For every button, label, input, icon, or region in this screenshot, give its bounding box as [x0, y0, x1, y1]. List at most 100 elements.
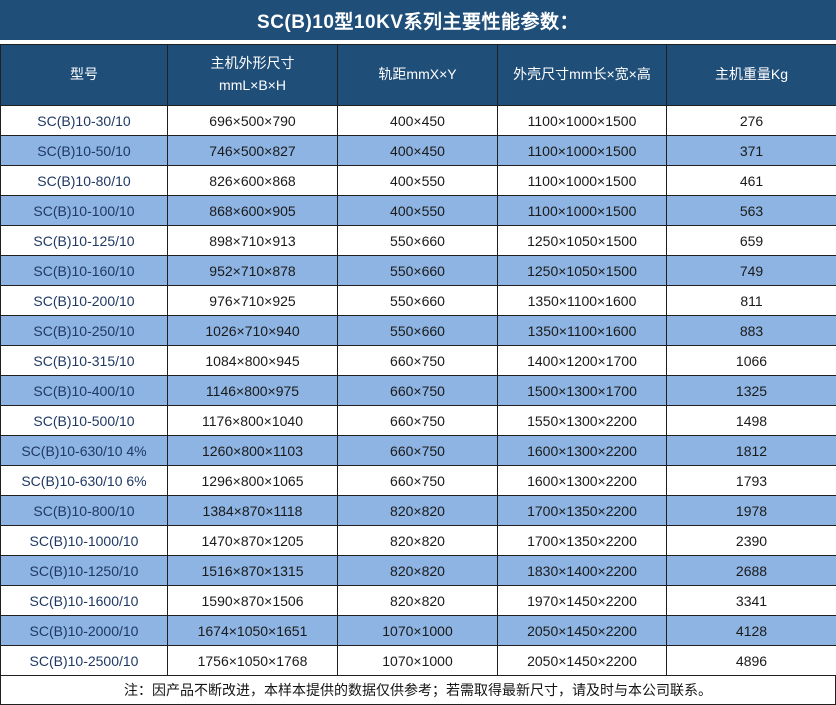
cell-model: SC(B)10-100/10 [0, 195, 168, 226]
col-header-dimensions-line1: 主机外形尺寸 [210, 55, 295, 72]
cell-enclosure: 2050×1450×2200 [497, 645, 667, 676]
cell-dimensions: 1146×800×975 [167, 375, 338, 406]
cell-gauge: 400×550 [337, 195, 498, 226]
spec-table: 型号 主机外形尺寸 mmL×B×H 轨距mmX×Y 外壳尺寸mm长×宽×高 主机… [0, 44, 836, 676]
table-row: SC(B)10-1600/10 1590×870×1506 820×820 19… [0, 585, 836, 616]
cell-gauge: 400×450 [337, 105, 498, 136]
col-header-model-label: 型号 [70, 66, 98, 83]
cell-dimensions: 1026×710×940 [167, 315, 338, 346]
table-row: SC(B)10-160/10 952×710×878 550×660 1250×… [0, 255, 836, 286]
cell-enclosure: 1250×1050×1500 [497, 225, 667, 256]
cell-weight: 4896 [666, 645, 836, 676]
cell-weight: 2688 [666, 555, 836, 586]
cell-dimensions: 746×500×827 [167, 135, 338, 166]
cell-gauge: 550×660 [337, 255, 498, 286]
table-row: SC(B)10-30/10 696×500×790 400×450 1100×1… [0, 105, 836, 136]
cell-model: SC(B)10-800/10 [0, 495, 168, 526]
cell-enclosure: 1550×1300×2200 [497, 405, 667, 436]
cell-gauge: 820×820 [337, 495, 498, 526]
col-header-dimensions-line2: mmL×B×H [219, 77, 286, 93]
cell-gauge: 820×820 [337, 555, 498, 586]
cell-gauge: 660×750 [337, 435, 498, 466]
cell-dimensions: 1296×800×1065 [167, 465, 338, 496]
cell-weight: 1325 [666, 375, 836, 406]
table-row: SC(B)10-400/10 1146×800×975 660×750 1500… [0, 375, 836, 406]
table-row: SC(B)10-2500/10 1756×1050×1768 1070×1000… [0, 645, 836, 676]
cell-gauge: 1070×1000 [337, 645, 498, 676]
cell-enclosure: 1350×1100×1600 [497, 285, 667, 316]
cell-enclosure: 1100×1000×1500 [497, 105, 667, 136]
cell-gauge: 550×660 [337, 285, 498, 316]
cell-gauge: 660×750 [337, 465, 498, 496]
cell-gauge: 1070×1000 [337, 615, 498, 646]
cell-enclosure: 1700×1350×2200 [497, 495, 667, 526]
cell-weight: 4128 [666, 615, 836, 646]
cell-dimensions: 1590×870×1506 [167, 585, 338, 616]
table-row: SC(B)10-100/10 868×600×905 400×550 1100×… [0, 195, 836, 226]
cell-enclosure: 1100×1000×1500 [497, 165, 667, 196]
cell-gauge: 660×750 [337, 345, 498, 376]
cell-weight: 371 [666, 135, 836, 166]
cell-model: SC(B)10-160/10 [0, 255, 168, 286]
cell-weight: 883 [666, 315, 836, 346]
cell-enclosure: 1600×1300×2200 [497, 435, 667, 466]
cell-model: SC(B)10-315/10 [0, 345, 168, 376]
cell-weight: 1498 [666, 405, 836, 436]
col-header-dimensions: 主机外形尺寸 mmL×B×H [167, 44, 338, 106]
cell-gauge: 820×820 [337, 525, 498, 556]
table-body: SC(B)10-30/10 696×500×790 400×450 1100×1… [0, 105, 836, 676]
cell-gauge: 400×550 [337, 165, 498, 196]
cell-enclosure: 1830×1400×2200 [497, 555, 667, 586]
cell-gauge: 820×820 [337, 585, 498, 616]
cell-gauge: 660×750 [337, 375, 498, 406]
table-row: SC(B)10-1000/10 1470×870×1205 820×820 17… [0, 525, 836, 556]
table-row: SC(B)10-630/10 4% 1260×800×1103 660×750 … [0, 435, 836, 466]
cell-model: SC(B)10-250/10 [0, 315, 168, 346]
table-row: SC(B)10-200/10 976×710×925 550×660 1350×… [0, 285, 836, 316]
table-row: SC(B)10-125/10 898×710×913 550×660 1250×… [0, 225, 836, 256]
cell-gauge: 550×660 [337, 225, 498, 256]
cell-model: SC(B)10-125/10 [0, 225, 168, 256]
cell-weight: 1793 [666, 465, 836, 496]
cell-weight: 3341 [666, 585, 836, 616]
cell-dimensions: 1674×1050×1651 [167, 615, 338, 646]
cell-weight: 461 [666, 165, 836, 196]
table-row: SC(B)10-315/10 1084×800×945 660×750 1400… [0, 345, 836, 376]
table-row: SC(B)10-50/10 746×500×827 400×450 1100×1… [0, 135, 836, 166]
cell-dimensions: 976×710×925 [167, 285, 338, 316]
cell-enclosure: 1250×1050×1500 [497, 255, 667, 286]
header-row: 型号 主机外形尺寸 mmL×B×H 轨距mmX×Y 外壳尺寸mm长×宽×高 主机… [0, 44, 836, 106]
cell-enclosure: 1600×1300×2200 [497, 465, 667, 496]
table-row: SC(B)10-800/10 1384×870×1118 820×820 170… [0, 495, 836, 526]
cell-model: SC(B)10-2500/10 [0, 645, 168, 676]
cell-enclosure: 1500×1300×1700 [497, 375, 667, 406]
cell-weight: 2390 [666, 525, 836, 556]
cell-model: SC(B)10-50/10 [0, 135, 168, 166]
cell-model: SC(B)10-80/10 [0, 165, 168, 196]
cell-enclosure: 1100×1000×1500 [497, 195, 667, 226]
col-header-enclosure: 外壳尺寸mm长×宽×高 [497, 44, 667, 106]
cell-enclosure: 1970×1450×2200 [497, 585, 667, 616]
title-divider [0, 40, 836, 44]
cell-enclosure: 1100×1000×1500 [497, 135, 667, 166]
table-row: SC(B)10-250/10 1026×710×940 550×660 1350… [0, 315, 836, 346]
cell-weight: 1978 [666, 495, 836, 526]
col-header-model: 型号 [0, 44, 168, 106]
cell-gauge: 400×450 [337, 135, 498, 166]
cell-dimensions: 868×600×905 [167, 195, 338, 226]
cell-enclosure: 2050×1450×2200 [497, 615, 667, 646]
cell-weight: 1066 [666, 345, 836, 376]
cell-dimensions: 1470×870×1205 [167, 525, 338, 556]
cell-weight: 563 [666, 195, 836, 226]
cell-model: SC(B)10-400/10 [0, 375, 168, 406]
cell-gauge: 660×750 [337, 405, 498, 436]
col-header-weight: 主机重量Kg [666, 44, 836, 106]
table-row: SC(B)10-1250/10 1516×870×1315 820×820 18… [0, 555, 836, 586]
cell-dimensions: 696×500×790 [167, 105, 338, 136]
cell-dimensions: 1084×800×945 [167, 345, 338, 376]
cell-gauge: 550×660 [337, 315, 498, 346]
footnote: 注：因产品不断改进，本样本提供的数据仅供参考；若需取得最新尺寸，请及时与本公司联… [0, 676, 836, 705]
cell-enclosure: 1700×1350×2200 [497, 525, 667, 556]
table-row: SC(B)10-500/10 1176×800×1040 660×750 155… [0, 405, 836, 436]
cell-weight: 1812 [666, 435, 836, 466]
